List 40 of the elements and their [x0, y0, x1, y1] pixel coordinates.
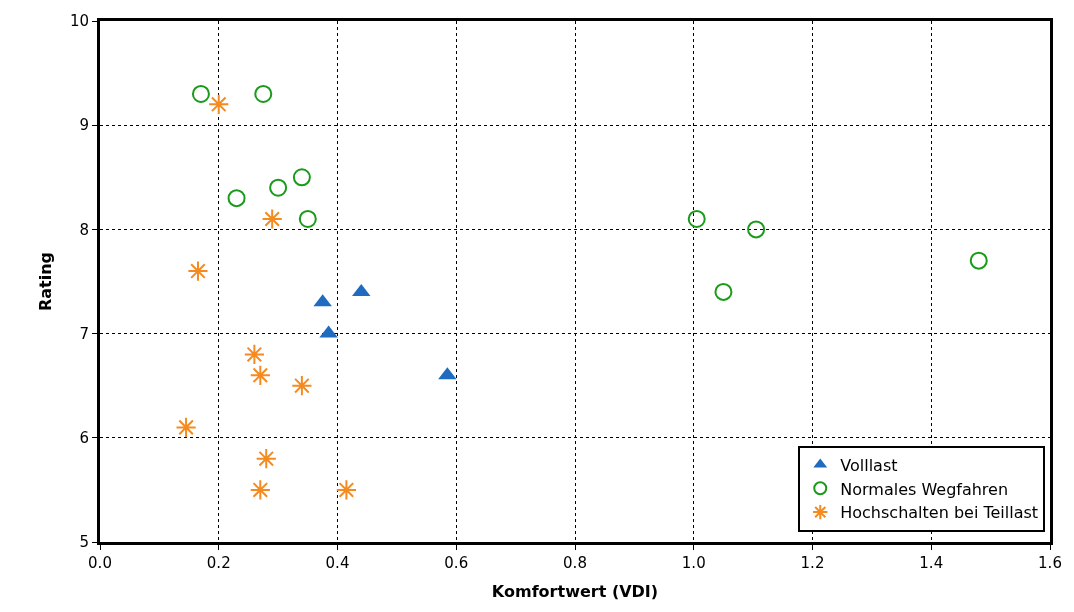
- point: [291, 375, 313, 397]
- x-tick-label: 0.2: [206, 554, 231, 572]
- point: [298, 209, 317, 228]
- point: [969, 251, 988, 270]
- point: [249, 479, 271, 501]
- x-tick-label: 0.6: [444, 554, 469, 572]
- point: [243, 343, 265, 366]
- y-tick-label: 6: [79, 429, 89, 448]
- point: [292, 168, 311, 187]
- legend-label: Normales Wegfahren: [840, 479, 1009, 499]
- y-axis-title: Rating: [35, 251, 55, 312]
- point: [227, 189, 246, 208]
- point: [747, 220, 766, 239]
- y-tick-label: 9: [79, 116, 89, 135]
- y-tick-label: 8: [79, 220, 89, 239]
- point: [335, 479, 358, 501]
- point: [191, 84, 210, 103]
- y-tick-label: 5: [79, 533, 89, 552]
- point: [175, 416, 197, 438]
- x-tick-label: 1.0: [681, 554, 706, 572]
- point: [187, 260, 209, 282]
- point: [208, 93, 230, 115]
- x-tick-label: 0.8: [563, 554, 587, 572]
- x-axis-title: Komfortwert (VDI): [491, 581, 659, 601]
- y-tick-label: 10: [69, 12, 89, 31]
- x-tick-label: 0.0: [88, 554, 112, 572]
- x-tick-label: 0.4: [325, 554, 350, 572]
- point: [254, 84, 273, 103]
- y-tick-label: 7: [79, 324, 89, 343]
- x-tick-label: 1.2: [800, 554, 825, 572]
- point: [261, 208, 283, 230]
- point: [269, 178, 288, 197]
- point: [714, 282, 733, 301]
- point: [249, 364, 271, 386]
- legend-label: Volllast: [840, 455, 898, 475]
- x-tick-label: 1.6: [1038, 554, 1062, 572]
- x-tick-label: 1.4: [919, 554, 944, 572]
- point: [255, 448, 277, 470]
- point: [687, 209, 706, 228]
- legend-label: Hochschalten bei Teillast: [840, 503, 1039, 523]
